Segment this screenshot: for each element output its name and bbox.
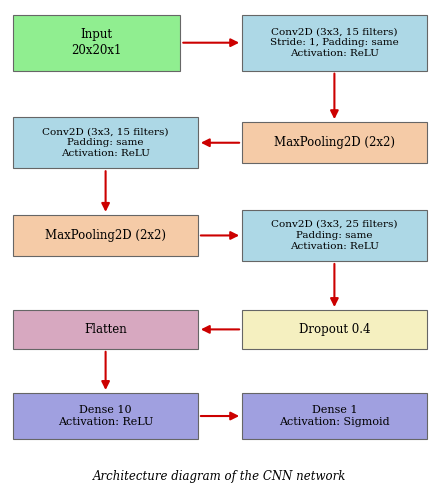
Text: Flatten: Flatten	[84, 323, 127, 336]
Text: Input
20x20x1: Input 20x20x1	[72, 28, 122, 57]
FancyBboxPatch shape	[242, 310, 427, 349]
Text: Dense 1
Activation: Sigmoid: Dense 1 Activation: Sigmoid	[279, 405, 390, 427]
FancyBboxPatch shape	[242, 210, 427, 261]
Text: Conv2D (3x3, 15 filters)
Padding: same
Activation: ReLU: Conv2D (3x3, 15 filters) Padding: same A…	[42, 127, 169, 158]
FancyBboxPatch shape	[13, 215, 198, 256]
Text: Architecture diagram of the CNN network: Architecture diagram of the CNN network	[93, 470, 347, 483]
Text: Dropout 0.4: Dropout 0.4	[299, 323, 370, 336]
Text: MaxPooling2D (2x2): MaxPooling2D (2x2)	[45, 229, 166, 242]
FancyBboxPatch shape	[13, 117, 198, 168]
FancyBboxPatch shape	[13, 15, 180, 71]
Text: Conv2D (3x3, 15 filters)
Stride: 1, Padding: same
Activation: ReLU: Conv2D (3x3, 15 filters) Stride: 1, Padd…	[270, 27, 399, 58]
FancyBboxPatch shape	[13, 310, 198, 349]
Text: Conv2D (3x3, 25 filters)
Padding: same
Activation: ReLU: Conv2D (3x3, 25 filters) Padding: same A…	[271, 220, 398, 251]
FancyBboxPatch shape	[242, 122, 427, 163]
Text: MaxPooling2D (2x2): MaxPooling2D (2x2)	[274, 136, 395, 149]
Text: Dense 10
Activation: ReLU: Dense 10 Activation: ReLU	[58, 405, 153, 427]
FancyBboxPatch shape	[13, 393, 198, 439]
FancyBboxPatch shape	[242, 15, 427, 71]
FancyBboxPatch shape	[242, 393, 427, 439]
